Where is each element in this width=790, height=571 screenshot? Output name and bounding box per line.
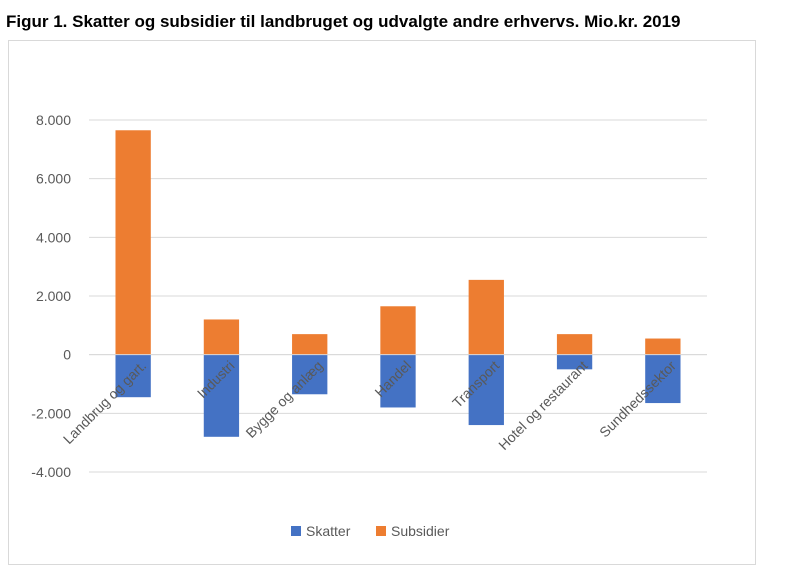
y-tick-label: 0 [63, 347, 71, 363]
bar-skatter-4 [468, 354, 504, 426]
y-tick-label: -4.000 [31, 464, 71, 480]
bar-skatter-1 [203, 354, 240, 437]
bar-subsidier-1 [203, 319, 240, 355]
bar-skatter-5 [556, 354, 593, 370]
x-category-label: Bygge og anlæg [242, 357, 325, 440]
chart-frame: 8.000 6.000 4.000 2.000 0 -2.000 -4.000 Landbr… [8, 40, 756, 565]
legend-label-skatter: Skatter [306, 523, 351, 539]
legend: Skatter Subsidier [291, 523, 450, 539]
bar-skatter-3 [380, 354, 416, 408]
stacked-bar-chart: 8.000 6.000 4.000 2.000 0 -2.000 -4.000 Landbr… [31, 112, 707, 539]
bar-subsidier-4 [468, 279, 504, 355]
figure-title: Figur 1. Skatter og subsidier til landbr… [6, 12, 681, 31]
bar-subsidier-5 [556, 334, 593, 355]
y-tick-label: -2.000 [31, 405, 71, 421]
legend-swatch-subsidier [376, 526, 386, 536]
bars [115, 130, 681, 437]
x-category-label: Landbrug og gart. [60, 357, 149, 446]
bar-skatter-6 [645, 354, 681, 404]
y-axis-ticks: 8.000 6.000 4.000 2.000 0 -2.000 -4.000 [31, 112, 71, 480]
bar-subsidier-6 [645, 338, 681, 355]
y-tick-label: 8.000 [36, 112, 71, 128]
legend-label-subsidier: Subsidier [391, 523, 450, 539]
legend-swatch-skatter [291, 526, 301, 536]
x-category-label: Hotel og restaurant [495, 357, 591, 453]
bar-subsidier-2 [292, 334, 328, 355]
bar-skatter-2 [292, 354, 328, 395]
x-axis-category-labels: Landbrug og gart. Industri Bygge og anlæg H… [60, 357, 679, 453]
y-tick-label: 4.000 [36, 229, 71, 245]
y-tick-label: 2.000 [36, 288, 71, 304]
y-tick-label: 6.000 [36, 171, 71, 187]
bar-subsidier-3 [380, 306, 416, 355]
bar-skatter-0 [115, 354, 151, 398]
bar-subsidier-0 [115, 130, 151, 355]
